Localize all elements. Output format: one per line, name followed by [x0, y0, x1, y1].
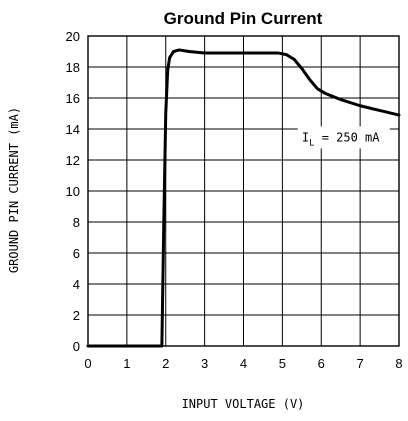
x-tick-label: 2: [162, 356, 169, 371]
chart-title: Ground Pin Current: [164, 9, 323, 28]
y-tick-label: 14: [66, 122, 80, 137]
x-tick-label: 3: [201, 356, 208, 371]
x-axis-title: INPUT VOLTAGE (V): [182, 397, 305, 411]
y-tick-label: 2: [73, 308, 80, 323]
plot-frame: [87, 35, 400, 347]
y-tick-label: 16: [66, 91, 80, 106]
y-tick-label: 6: [73, 246, 80, 261]
x-tick-label: 8: [395, 356, 402, 371]
annotation-subscript: L: [309, 138, 314, 148]
x-tick-label: 4: [240, 356, 247, 371]
annotation-value: = 250 mA: [314, 130, 380, 144]
y-tick-label: 4: [73, 277, 80, 292]
y-tick-label: 12: [66, 153, 80, 168]
y-tick-label: 8: [73, 215, 80, 230]
x-tick-label: 0: [84, 356, 91, 371]
y-tick-label: 0: [73, 339, 80, 354]
series-line: [86, 48, 401, 348]
y-tick-label: 18: [66, 60, 80, 75]
y-tick-label: 10: [66, 184, 80, 199]
x-tick-label: 5: [279, 356, 286, 371]
x-tick-label: 7: [357, 356, 364, 371]
x-tick-label: 1: [123, 356, 130, 371]
y-tick-label: 20: [66, 29, 80, 44]
annotation-symbol: I: [302, 130, 309, 144]
grid: [87, 35, 400, 347]
x-tick-label: 6: [318, 356, 325, 371]
series-group: [86, 48, 401, 348]
annotation-background: [297, 126, 390, 149]
y-axis-title: GROUND PIN CURRENT (mA): [7, 107, 21, 273]
annotation-group: IL = 250 mA: [297, 126, 390, 149]
load-current-annotation: IL = 250 mA: [302, 130, 380, 148]
